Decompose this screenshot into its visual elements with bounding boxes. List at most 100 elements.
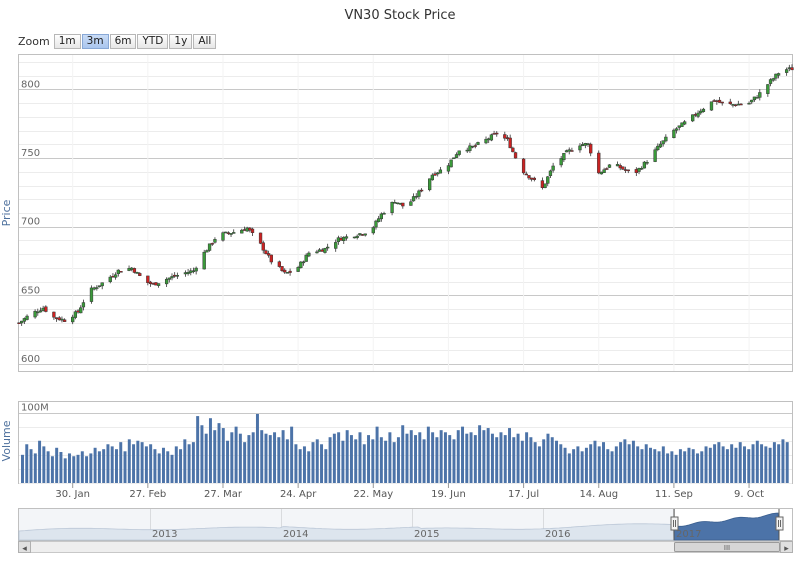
x-tick-label: 30. Jan — [55, 489, 90, 500]
volume-bar — [264, 433, 268, 483]
zoom-button-all[interactable]: All — [193, 33, 217, 49]
navigator-area — [18, 523, 675, 541]
scrollbar-thumb[interactable] — [674, 542, 780, 552]
volume-bar — [63, 458, 67, 483]
volume-panel: 100M Volume — [0, 401, 793, 484]
candle-down — [62, 318, 67, 322]
volume-bar — [161, 447, 165, 483]
volume-bar — [781, 439, 785, 483]
volume-bar — [144, 446, 148, 483]
candle-up — [135, 271, 139, 274]
volume-bar — [631, 440, 635, 483]
zoom-label: Zoom — [18, 34, 50, 48]
candle-up — [97, 285, 102, 288]
candle-down — [634, 167, 638, 177]
volume-bar — [50, 456, 54, 483]
candle-down — [508, 134, 512, 149]
candle-down — [529, 177, 534, 182]
volume-bar — [525, 432, 529, 483]
volume-bar — [785, 442, 789, 483]
zoom-button-1m[interactable]: 1m — [53, 33, 81, 49]
scrollbar-right-button[interactable] — [780, 541, 793, 553]
x-tick-label: 27. Mar — [204, 489, 243, 500]
navigator-handle-left[interactable] — [670, 516, 679, 531]
volume-bar — [704, 446, 708, 483]
candle-down — [261, 240, 265, 254]
candle-up — [89, 285, 94, 304]
zoom-button-1y[interactable]: 1y — [169, 33, 193, 49]
volume-bar — [157, 453, 161, 483]
scrollbar-left-button[interactable] — [18, 541, 31, 553]
candle-down — [44, 305, 48, 313]
volume-bar — [59, 452, 63, 483]
volume-bar — [584, 447, 588, 483]
x-tick-label: 27. Feb — [129, 489, 166, 500]
navigator-handle-right[interactable] — [775, 516, 784, 531]
volume-bar — [593, 440, 597, 483]
candle-up — [615, 161, 620, 167]
candle-up — [672, 128, 676, 139]
volume-bar — [85, 456, 89, 483]
volume-bar — [755, 440, 759, 483]
price-grid — [19, 55, 792, 371]
volume-bar — [512, 437, 516, 483]
volume-bar — [311, 442, 315, 483]
candle-up — [752, 96, 757, 102]
volume-y-axis: 100M — [21, 403, 49, 414]
volume-bar — [396, 437, 400, 483]
volume-bar — [358, 432, 362, 483]
candle-down — [693, 112, 698, 117]
candle-up — [371, 225, 375, 235]
candle-down — [266, 250, 271, 258]
zoom-button-6m[interactable]: 6m — [109, 33, 137, 49]
volume-bar — [619, 442, 623, 483]
volume-bar — [734, 447, 738, 483]
candle-up — [326, 243, 330, 251]
volume-bar — [153, 449, 157, 483]
candle-up — [551, 162, 555, 173]
scrollbar-left-arrow-icon: ◂ — [22, 544, 27, 554]
candle-down — [503, 131, 507, 141]
volume-bar — [46, 451, 50, 483]
candle-up — [637, 167, 641, 175]
candle-up — [38, 307, 43, 313]
volume-bar — [589, 444, 593, 483]
candle-up — [355, 234, 359, 240]
candle-up — [79, 305, 83, 314]
scrollbar[interactable]: ◂ III ▸ — [18, 541, 793, 555]
candle-up — [468, 142, 472, 153]
volume-bar — [661, 446, 665, 483]
volume-bar — [443, 432, 447, 483]
volume-bar — [324, 449, 328, 483]
volume-bar — [251, 432, 255, 483]
zoom-button-ytd[interactable]: YTD — [137, 33, 169, 49]
volume-bar — [508, 428, 512, 483]
candle-down — [226, 231, 231, 235]
volume-bar — [490, 433, 494, 483]
volume-bar — [576, 446, 580, 483]
zoom-button-3m[interactable]: 3m — [81, 33, 109, 49]
volume-bar — [606, 449, 610, 483]
candle-up — [207, 243, 212, 252]
volume-bar — [636, 446, 640, 483]
navigator-year-label: 2015 — [414, 529, 439, 540]
candle-down — [513, 151, 518, 159]
volume-bar — [187, 444, 191, 483]
candle-down — [618, 163, 622, 171]
candle-up — [750, 99, 754, 105]
volume-bar — [670, 451, 674, 483]
volume-bar — [657, 451, 661, 483]
volume-bar — [725, 449, 729, 483]
volume-bar — [674, 454, 678, 483]
volume-bar — [499, 432, 503, 483]
candle-up — [285, 272, 290, 274]
volume-bar — [572, 449, 576, 483]
candle-up — [446, 163, 451, 175]
volume-bar — [730, 444, 734, 483]
x-tick-label: 17. Jul — [508, 489, 539, 500]
candle-down — [401, 202, 405, 209]
navigator[interactable]: 2013 2014 2015 2016 2017 — [18, 508, 793, 541]
candle-down — [733, 104, 738, 107]
volume-bar — [708, 447, 712, 483]
